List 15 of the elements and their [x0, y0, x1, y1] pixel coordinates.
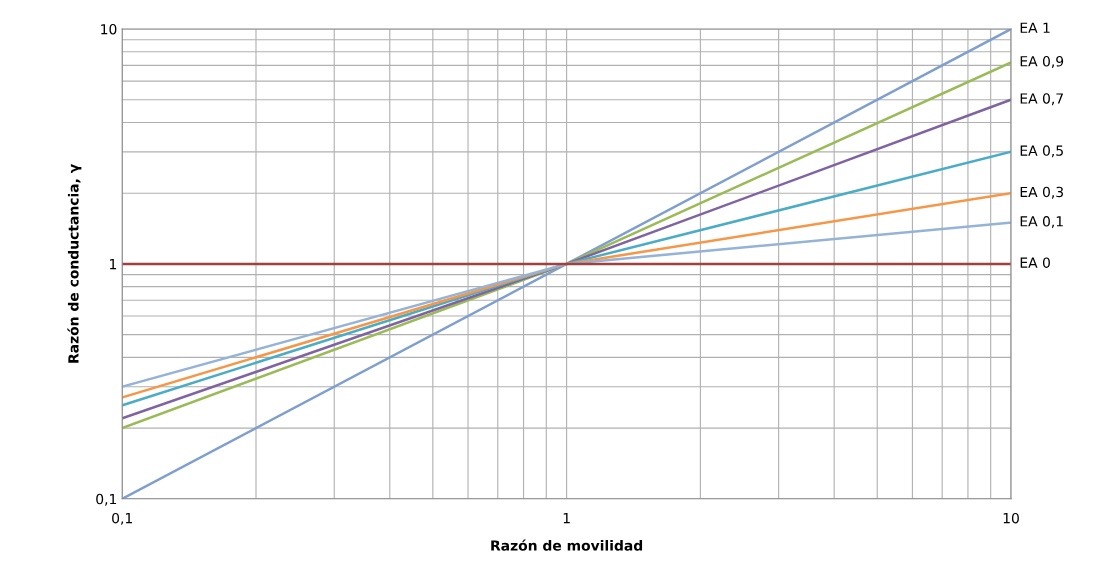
y-axis-title: Razón de conductancia, γ — [67, 164, 82, 363]
y-tick-label: 10 — [101, 23, 117, 35]
y-tick-label: 0,1 — [96, 493, 117, 506]
series-label: EA 0,7 — [1020, 93, 1063, 106]
series-label: EA 0,5 — [1020, 145, 1063, 158]
x-axis-title: Razón de movilidad — [491, 539, 643, 551]
series-label: EA 0 — [1020, 257, 1050, 268]
series-label: EA 0,9 — [1020, 56, 1064, 68]
y-tick-label: 1 — [110, 259, 117, 270]
x-tick-label: 0,1 — [112, 512, 132, 525]
series-label: EA 1 — [1020, 22, 1050, 33]
series-label: EA 0,1 — [1020, 216, 1063, 228]
series-label: EA 0,3 — [1020, 186, 1064, 199]
x-tick-label: 10 — [1003, 512, 1019, 524]
x-tick-label: 1 — [563, 513, 570, 524]
